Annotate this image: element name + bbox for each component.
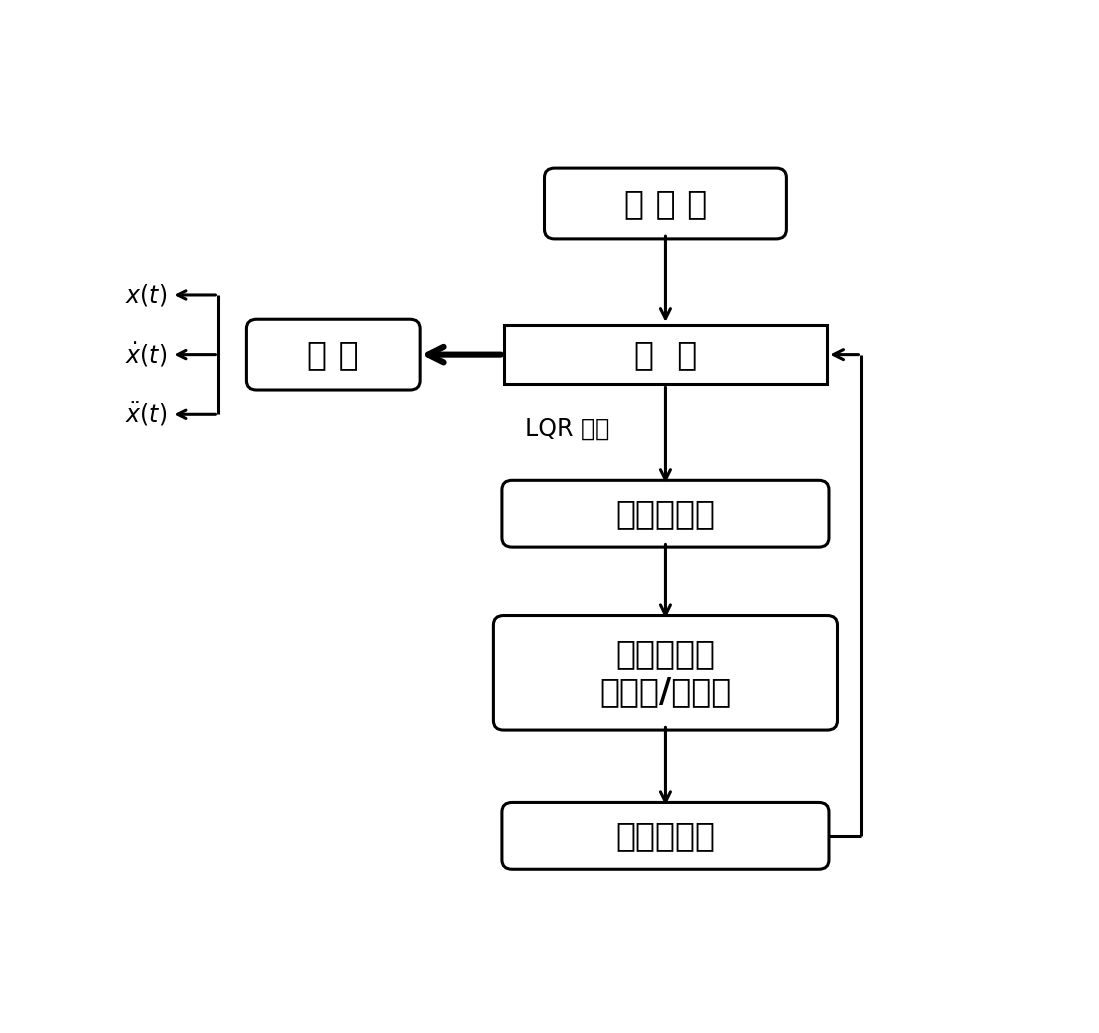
FancyBboxPatch shape [493, 616, 837, 730]
FancyBboxPatch shape [502, 803, 829, 869]
Text: 输 出: 输 出 [308, 338, 359, 371]
Text: 摩擦控制力: 摩擦控制力 [615, 819, 715, 852]
FancyBboxPatch shape [544, 168, 787, 239]
Text: $x(t)$: $x(t)$ [125, 282, 167, 308]
FancyBboxPatch shape [246, 319, 420, 390]
Bar [503, 324, 828, 384]
Text: 地 震 波: 地 震 波 [624, 187, 707, 220]
Text: LQR 设计: LQR 设计 [525, 416, 609, 441]
Text: $\ddot{x}(t)$: $\ddot{x}(t)$ [125, 401, 167, 429]
Text: 最优控制力: 最优控制力 [615, 497, 715, 530]
Text: 摩擦阻尼器
变刚度/变阻尼: 摩擦阻尼器 变刚度/变阻尼 [599, 637, 732, 709]
Text: 结  构: 结 构 [634, 338, 697, 371]
FancyBboxPatch shape [502, 480, 829, 547]
Text: $\dot{x}(t)$: $\dot{x}(t)$ [125, 340, 167, 369]
